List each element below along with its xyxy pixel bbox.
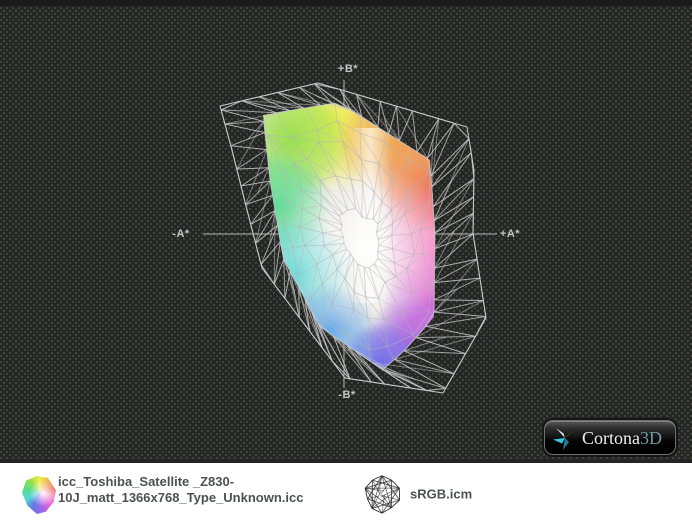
logo-brand: Cortona <box>582 427 640 448</box>
logo-suffix: 3D <box>640 427 662 448</box>
axis-label-plus-b: +B* <box>337 63 359 75</box>
cortona-star-icon <box>553 427 575 450</box>
gamut-3d-plot[interactable] <box>0 0 692 463</box>
display-profile-label-line2: 10J_matt_1366x768_Type_Unknown.icc <box>58 490 304 505</box>
axis-label-minus-b: -B* <box>338 389 356 401</box>
viewport-top-strip <box>0 0 692 6</box>
gamut-viewer-viewport[interactable]: +B* -B* -A* +A* Cortona3D <box>0 0 692 463</box>
viewport-bottom-strip <box>0 460 692 463</box>
display-profile-label-line1: icc_Toshiba_Satellite _Z830- <box>58 474 235 489</box>
display-gamut-icon <box>22 476 56 514</box>
srgb-wireframe-icon <box>364 475 401 514</box>
axis-label-minus-a: -A* <box>172 228 190 240</box>
reference-profile-label: sRGB.icm <box>410 486 473 502</box>
cortona3d-logo[interactable]: Cortona3D <box>544 420 676 455</box>
display-profile-label: icc_Toshiba_Satellite _Z830- 10J_matt_13… <box>58 474 303 506</box>
legend-bar: icc_Toshiba_Satellite _Z830- 10J_matt_13… <box>0 463 692 525</box>
cortona-logo-text: Cortona3D <box>582 429 662 447</box>
axis-label-plus-a: +A* <box>499 228 521 240</box>
